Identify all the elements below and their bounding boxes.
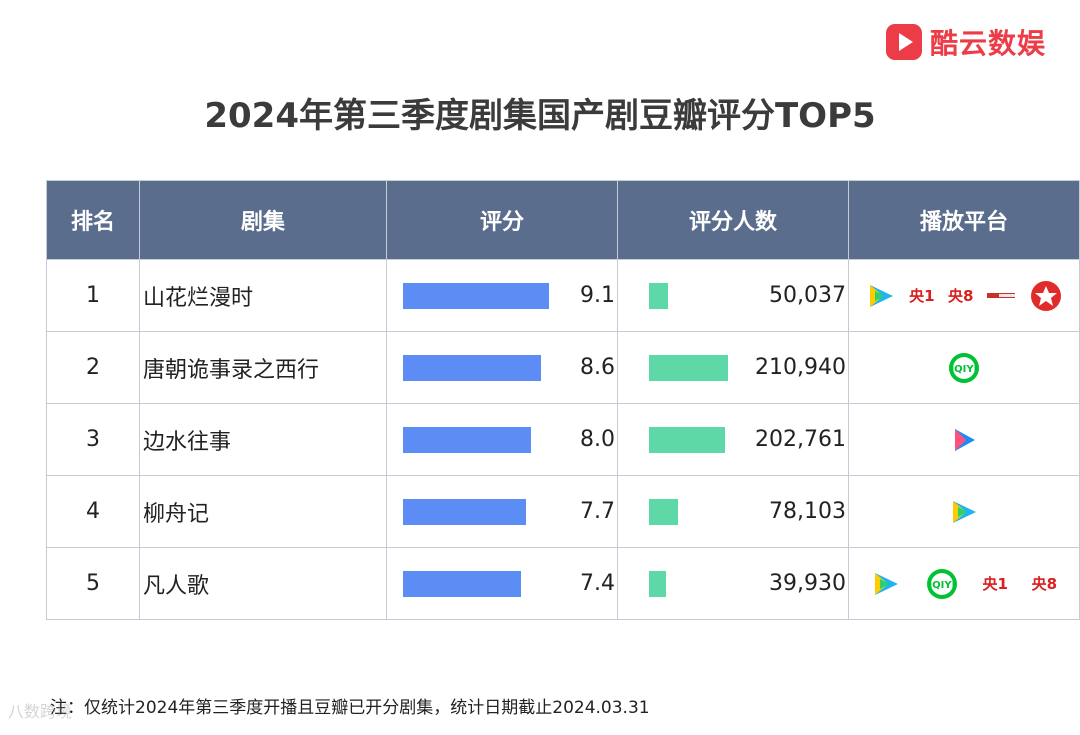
platform-cell <box>848 475 1080 548</box>
svg-text:iQIYI: iQIYI <box>951 364 978 375</box>
drama-name-cell: 凡人歌 <box>139 547 387 620</box>
table-row: 4 柳舟记 7.7 78,103 <box>46 475 1080 548</box>
tencent-video-icon <box>866 282 896 310</box>
rating-count-label: 50,037 <box>769 283 846 308</box>
score-cell: 8.6 <box>386 331 618 404</box>
rating-count-label: 202,761 <box>755 427 846 452</box>
rating-count-bar <box>649 499 678 525</box>
table-row: 2 唐朝诡事录之西行 8.6 210,940 iQIYI <box>46 331 1080 404</box>
drama-name-cell: 唐朝诡事录之西行 <box>139 331 387 404</box>
drama-name-cell: 山花烂漫时 <box>139 259 387 332</box>
watermark: 八数跨境 <box>8 702 73 721</box>
drama-name-cell: 柳舟记 <box>139 475 387 548</box>
rating-count-cell: 39,930 <box>617 547 849 620</box>
cctv1-icon: 央1 <box>909 287 935 305</box>
score-cell: 8.0 <box>386 403 618 476</box>
rating-count-label: 39,930 <box>769 571 846 596</box>
header-platform: 播放平台 <box>848 180 1080 260</box>
rating-count-bar <box>649 571 666 597</box>
tencent-video-icon <box>871 570 901 598</box>
tencent-video-icon <box>949 498 979 526</box>
rank-cell: 1 <box>46 259 140 332</box>
dragon-tv-icon <box>1030 280 1062 312</box>
brand-name: 酷云数娱 <box>929 27 1046 60</box>
table-row: 5 凡人歌 7.4 39,930 iQIYI 央1 央8 <box>46 547 1080 620</box>
score-bar <box>403 427 531 453</box>
score-bar <box>403 499 526 525</box>
svg-text:iQIYI: iQIYI <box>928 580 955 591</box>
rating-count-bar <box>649 355 728 381</box>
rank-cell: 4 <box>46 475 140 548</box>
rating-count-cell: 50,037 <box>617 259 849 332</box>
score-bar <box>403 283 549 309</box>
brand-logo: 酷云数娱 <box>885 22 1046 62</box>
rating-count-bar <box>649 427 725 453</box>
cctv8-icon: 央8 <box>1031 575 1058 593</box>
youku-icon <box>950 426 978 454</box>
rank-cell: 3 <box>46 403 140 476</box>
ranking-table: 排名 剧集 评分 评分人数 播放平台 1 山花烂漫时 9.1 50,037 央1 央8 2 唐… <box>46 180 1080 620</box>
rank-cell: 5 <box>46 547 140 620</box>
score-label: 8.6 <box>580 355 615 380</box>
score-cell: 9.1 <box>386 259 618 332</box>
header-drama: 剧集 <box>139 180 387 260</box>
score-bar <box>403 571 521 597</box>
score-label: 8.0 <box>580 427 615 452</box>
platform-cell: 央1 央8 <box>848 259 1080 332</box>
rating-count-cell: 78,103 <box>617 475 849 548</box>
score-bar <box>403 355 541 381</box>
rating-count-cell: 202,761 <box>617 403 849 476</box>
platform-cell <box>848 403 1080 476</box>
score-label: 7.7 <box>580 499 615 524</box>
chart-title: 2024年第三季度剧集国产剧豆瓣评分TOP5 <box>204 96 876 136</box>
play-logo-icon <box>885 24 922 60</box>
header-rating-count: 评分人数 <box>617 180 849 260</box>
footnote: 注：仅统计2024年第三季度开播且豆瓣已开分剧集，统计日期截止2024.03.3… <box>50 698 650 718</box>
table-row: 1 山花烂漫时 9.1 50,037 央1 央8 <box>46 259 1080 332</box>
rating-count-label: 78,103 <box>769 499 846 524</box>
rating-count-label: 210,940 <box>755 355 846 380</box>
rating-count-cell: 210,940 <box>617 331 849 404</box>
header-score: 评分 <box>386 180 618 260</box>
cctv1-icon: 央1 <box>982 575 1008 593</box>
score-cell: 7.7 <box>386 475 618 548</box>
iqiyi-icon: iQIYI <box>947 352 981 384</box>
score-cell: 7.4 <box>386 547 618 620</box>
table-header-row: 排名 剧集 评分 评分人数 播放平台 <box>46 180 1080 260</box>
cctv8-icon: 央8 <box>947 287 974 305</box>
score-label: 9.1 <box>580 283 615 308</box>
rating-count-bar <box>649 283 668 309</box>
cctv-channel-icon <box>986 290 1017 302</box>
score-label: 7.4 <box>580 571 615 596</box>
header-rank: 排名 <box>46 180 140 260</box>
rank-cell: 2 <box>46 331 140 404</box>
iqiyi-icon: iQIYI <box>925 568 959 600</box>
table-row: 3 边水往事 8.0 202,761 <box>46 403 1080 476</box>
platform-cell: iQIYI <box>848 331 1080 404</box>
platform-cell: iQIYI 央1 央8 <box>848 547 1080 620</box>
drama-name-cell: 边水往事 <box>139 403 387 476</box>
